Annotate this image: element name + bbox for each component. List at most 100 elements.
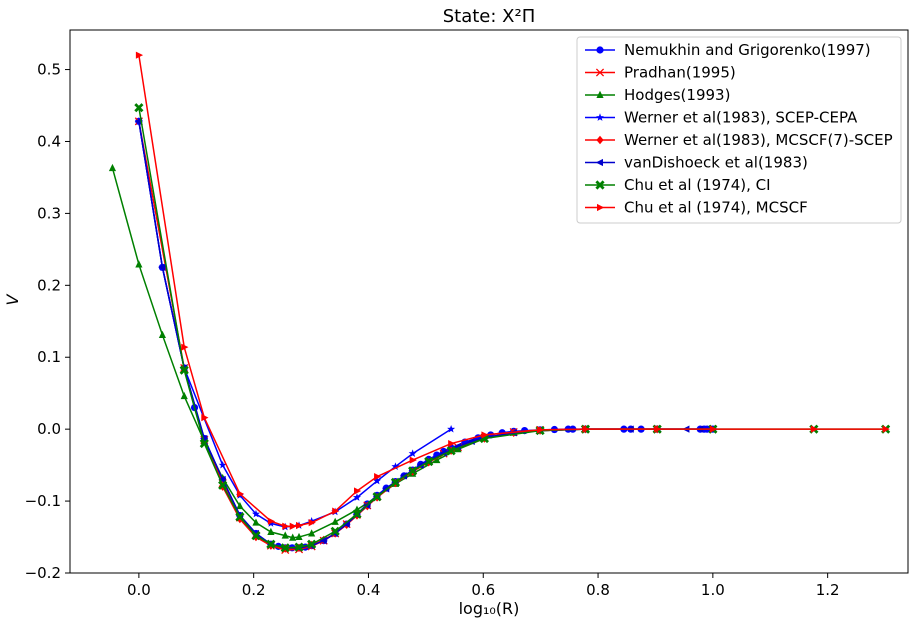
y-tick-label: 0.3 <box>37 204 61 222</box>
series-8 <box>135 51 890 530</box>
data-point <box>236 490 245 498</box>
data-point <box>331 517 339 525</box>
legend-marker <box>596 113 604 121</box>
legend-entry: Hodges(1993) <box>585 86 730 104</box>
data-point <box>179 365 189 375</box>
legend-marker <box>596 90 604 98</box>
data-point <box>307 539 317 549</box>
data-point <box>134 117 142 125</box>
data-point <box>374 473 382 481</box>
data-point <box>289 533 297 541</box>
data-point <box>372 492 382 502</box>
data-point <box>654 425 662 433</box>
data-point <box>289 522 297 530</box>
chart-title: State: X²Π <box>443 6 536 27</box>
data-point <box>158 263 166 271</box>
data-point <box>135 51 144 59</box>
x-tick-label: 0.0 <box>127 581 151 599</box>
data-point <box>382 485 390 493</box>
data-point <box>353 487 362 495</box>
y-tick-label: 0.1 <box>37 348 61 366</box>
data-point <box>218 480 228 490</box>
data-point <box>408 466 418 476</box>
data-point <box>448 439 456 448</box>
x-tick-label: 0.8 <box>586 581 610 599</box>
data-point <box>296 521 304 530</box>
data-point <box>391 462 400 470</box>
data-point <box>330 526 340 536</box>
legend-box <box>576 36 902 224</box>
data-point <box>373 476 382 485</box>
data-point <box>319 537 327 545</box>
data-point <box>251 509 260 518</box>
data-point <box>134 103 144 113</box>
data-point <box>810 425 819 433</box>
data-point <box>342 520 350 528</box>
data-point <box>481 431 489 439</box>
x-tick-label: 1.0 <box>701 581 725 599</box>
legend-entry: Werner et al(1983), MCSCF(7)-SCEP <box>585 131 893 149</box>
x-tick-label: 0.4 <box>357 581 381 599</box>
data-point <box>281 531 289 539</box>
legend-marker <box>595 180 605 190</box>
legend-marker <box>596 46 604 54</box>
data-point <box>308 529 316 537</box>
x-tick-label: 0.2 <box>242 581 266 599</box>
data-point <box>537 426 545 434</box>
data-point <box>294 542 304 552</box>
data-point <box>251 531 261 541</box>
data-point <box>282 522 290 530</box>
data-point <box>352 493 361 501</box>
legend-label: Chu et al (1974), MCSCF <box>624 199 808 217</box>
legend-entry: Chu et al (1974), MCSCF <box>585 199 808 217</box>
legend: Nemukhin and Grigorenko(1997) Pradhan(199… <box>576 36 902 224</box>
y-tick-label: −0.2 <box>25 564 61 582</box>
legend-marker <box>597 203 605 212</box>
plot-frame <box>69 29 909 574</box>
legend-entry: Pradhan(1995) <box>585 64 736 82</box>
axes-layer: 0.0 0.2 0.4 0.6 0.8 1.0 1.2 −0.2 −0.1 0.0 0.1 0.2 0.… <box>25 61 840 599</box>
data-point <box>252 518 260 526</box>
y-tick-label: 0.2 <box>37 276 61 294</box>
x-tick-label: 0.6 <box>471 581 495 599</box>
data-point <box>399 472 408 480</box>
data-point <box>424 456 434 467</box>
legend-marker <box>595 158 603 167</box>
legend-label: Chu et al (1974), CI <box>624 176 771 194</box>
series-layer <box>108 51 891 555</box>
data-point <box>267 517 276 525</box>
y-axis-label: V <box>3 293 22 305</box>
data-point <box>409 456 417 464</box>
data-point <box>352 509 362 519</box>
data-point <box>582 425 590 433</box>
legend-label: Pradhan(1995) <box>624 64 736 82</box>
legend-entry: Werner et al(1983), SCEP-CEPA <box>585 109 858 127</box>
legend-entry: vanDishoeck et al(1983) <box>585 154 808 172</box>
data-point <box>218 460 227 469</box>
legend-label: Nemukhin and Grigorenko(1997) <box>624 41 871 59</box>
legend-label: Hodges(1993) <box>624 86 730 104</box>
x-tick-label: 1.2 <box>816 581 840 599</box>
y-tick-label: 0.5 <box>37 61 61 79</box>
data-point <box>158 330 167 338</box>
data-point <box>135 260 143 268</box>
x-axis-label: log₁₀(R) <box>459 599 520 618</box>
legend-label: Werner et al(1983), MCSCF(7)-SCEP <box>624 131 893 149</box>
y-tick-label: 0.4 <box>37 132 61 150</box>
data-point <box>709 425 718 433</box>
data-point <box>416 461 424 469</box>
data-point <box>439 449 447 457</box>
data-point <box>236 514 244 524</box>
legend-entry: Chu et al (1974), CI <box>585 176 771 194</box>
data-point <box>236 501 244 510</box>
data-point <box>882 425 890 433</box>
data-point <box>280 543 290 553</box>
data-point <box>180 391 188 400</box>
data-point <box>408 449 417 458</box>
data-point <box>447 424 456 433</box>
legend-marker <box>595 68 605 77</box>
data-point <box>267 527 275 536</box>
data-point <box>199 438 209 449</box>
legend-label: Werner et al(1983), SCEP-CEPA <box>624 109 858 127</box>
